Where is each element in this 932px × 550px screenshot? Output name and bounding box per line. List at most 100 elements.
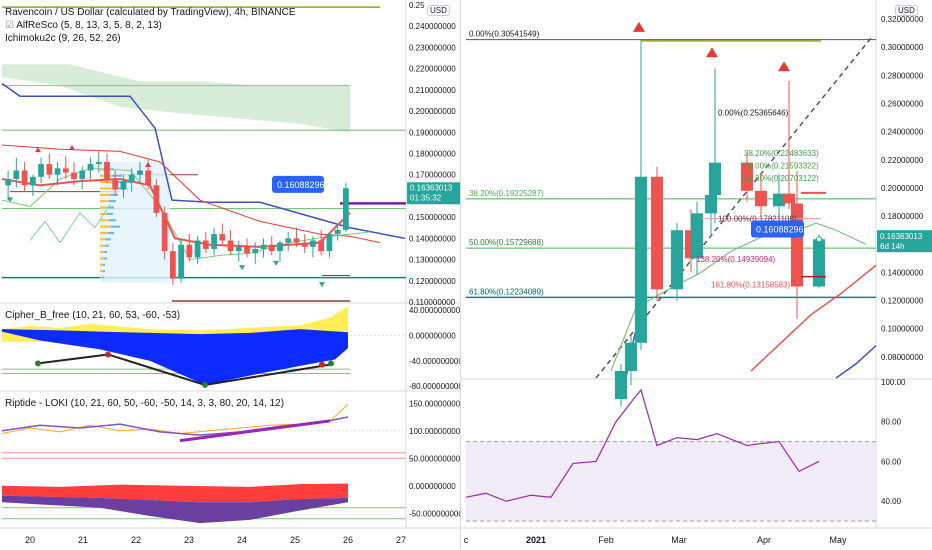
candle-body xyxy=(178,244,185,279)
ma-green-line xyxy=(610,222,867,372)
fib-main-label: 38.20%(0.19225287) xyxy=(469,189,544,198)
price-axis-label: 0.210000000 xyxy=(409,86,456,95)
riptide-axis-label: 150.000000000 xyxy=(409,399,460,408)
price-axis-label: 0.08000000 xyxy=(881,353,924,362)
right-chart[interactable]: 0.00%(0.30541549) 38.20%(0.19225287) 50.00… xyxy=(461,0,932,550)
volume-profile-bar xyxy=(100,270,103,273)
cipher-wave-line xyxy=(37,353,331,386)
left-indicator-ichimoku: Ichimoku2c (9, 26, 52, 26) xyxy=(5,33,121,44)
left-price-chart[interactable]: 0.25 0.240000000 0.230000000 0.220000000 0.2… xyxy=(0,0,460,550)
time-axis-label: 22 xyxy=(131,535,141,545)
candle-body xyxy=(635,176,647,343)
candle-body xyxy=(691,213,703,259)
candle-body xyxy=(21,170,28,186)
right-price-chart[interactable]: 0.00%(0.30541549) 38.20%(0.19225287) 50.00… xyxy=(461,0,932,550)
cipher-dot xyxy=(328,360,334,367)
current-price-label: 0.16363013 xyxy=(880,232,923,241)
price-axis-label: 0.180000000 xyxy=(409,150,456,159)
right-currency-badge[interactable]: USD xyxy=(895,5,918,16)
riptide-axis-label: 0.000000000 xyxy=(409,482,456,491)
price-axis-label: 0.110000000 xyxy=(409,298,456,307)
sell-signal-icon xyxy=(706,47,718,58)
candle-body xyxy=(615,370,627,400)
sell-signal-icon xyxy=(778,61,790,72)
candle-body xyxy=(709,162,721,196)
candle-body xyxy=(671,230,683,290)
price-axis-label: 0.20000000 xyxy=(881,184,924,193)
price-axis-label: 0.28000000 xyxy=(881,71,924,80)
candle-body xyxy=(326,234,333,252)
left-chart[interactable]: 0.25 0.240000000 0.230000000 0.220000000 0.2… xyxy=(0,0,460,550)
time-axis-label: Mar xyxy=(671,535,687,545)
rsi-line xyxy=(465,388,820,502)
fib-main-label: 0.00%(0.30541549) xyxy=(469,30,540,39)
candle-body xyxy=(268,244,275,252)
cipher-dot xyxy=(105,351,111,358)
cursor-dot xyxy=(816,236,822,243)
price-axis-label: 0.24000000 xyxy=(881,128,924,137)
volume-profile-bar xyxy=(104,251,107,254)
cipher-axis-label: 0.000000000 xyxy=(409,331,456,340)
countdown-label: 6d 14h xyxy=(880,242,904,251)
sell-signal-icon xyxy=(69,145,75,151)
price-axis-label: 0.140000000 xyxy=(409,234,456,243)
left-indicator-alfresco: ☑ AlfReSco (5, 8, 13, 3, 5, 8, 2, 13) xyxy=(5,20,162,31)
buy-signal-icon xyxy=(319,282,325,288)
candle-body xyxy=(54,168,61,175)
cipher-dot xyxy=(319,361,325,368)
fib-inner-label: 61.80%(0.20703122) xyxy=(744,174,819,183)
sell-signal-icon xyxy=(35,147,41,153)
price-axis-label: 0.200000000 xyxy=(409,107,456,116)
price-axis-label: 0.18000000 xyxy=(881,212,924,221)
candle-body xyxy=(87,164,94,171)
candle-body xyxy=(120,181,127,190)
cursor-price-label: 0.16088296 xyxy=(756,225,804,235)
candle-body xyxy=(244,246,250,254)
time-axis-label: 25 xyxy=(290,535,300,545)
candle-body xyxy=(705,195,717,214)
volume-profile-bar xyxy=(100,257,104,260)
candle-body xyxy=(29,176,36,186)
ma-fast-line xyxy=(1,177,351,248)
price-axis-label: 0.220000000 xyxy=(409,65,456,74)
candle-body xyxy=(62,168,69,173)
price-axis-label: 0.10000000 xyxy=(881,325,924,334)
price-axis-label: 0.30000000 xyxy=(881,43,924,52)
volume-profile-bar xyxy=(100,181,118,184)
candle-body xyxy=(79,170,86,179)
candle-body xyxy=(46,164,53,175)
ma-blue-line xyxy=(1,82,406,240)
candle-body xyxy=(235,246,242,252)
time-axis-label: 23 xyxy=(184,535,194,545)
price-axis-label: 0.170000000 xyxy=(409,171,456,180)
price-axis-label: 0.32000000 xyxy=(881,15,924,24)
candle-body xyxy=(137,170,143,175)
volume-profile-bar xyxy=(109,200,116,203)
left-cipher-label: Cipher_B_free (10, 21, 60, 53, -60, -53) xyxy=(5,310,181,321)
cursor-price-bubble xyxy=(751,220,804,238)
price-axis-label: 0.190000000 xyxy=(409,128,456,137)
candle-body xyxy=(301,242,308,247)
time-axis-label: 26 xyxy=(343,535,353,545)
left-currency-badge[interactable]: USD xyxy=(427,5,450,16)
volume-profile-bar xyxy=(112,174,122,177)
time-axis-label: Apr xyxy=(757,535,771,545)
volume-profile-bar xyxy=(100,244,105,247)
volume-profile-bar xyxy=(100,231,108,234)
volume-profile-bar xyxy=(100,238,106,241)
candle-body xyxy=(104,161,110,179)
candle-body xyxy=(773,193,785,207)
cipher-dot xyxy=(35,360,41,367)
price-axis-label: 0.14000000 xyxy=(881,268,924,277)
volume-profile-bar xyxy=(108,231,114,234)
candle-body xyxy=(293,238,300,243)
fib-inner-label: 38.20%(0.22483633) xyxy=(744,149,819,158)
volume-profile-bar xyxy=(109,219,116,222)
time-axis-label: 24 xyxy=(237,535,247,545)
ma-blue-line xyxy=(835,345,877,379)
current-price-tag xyxy=(407,182,460,205)
volume-profile-bar xyxy=(107,212,113,215)
volume-profile-bar xyxy=(100,193,110,196)
candle-body xyxy=(277,242,283,252)
fib-main-label: 50.00%(0.15729688) xyxy=(469,238,544,247)
